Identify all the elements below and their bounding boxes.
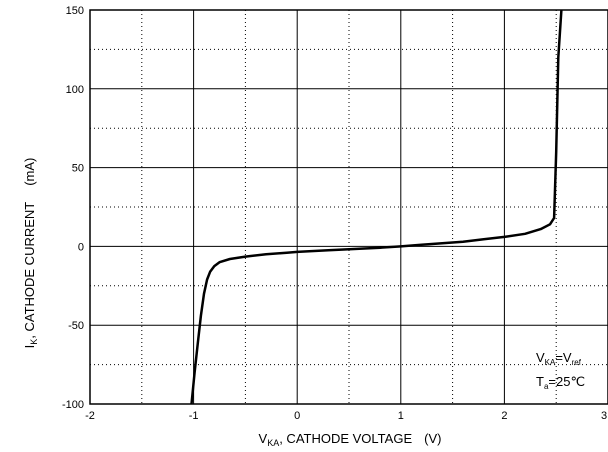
x-axis-label: VKA, CATHODE VOLTAGE (V) (259, 431, 442, 448)
grid (90, 10, 608, 404)
x-tick-label: -2 (85, 410, 95, 422)
y-tick-label: 100 (66, 84, 84, 96)
y-label-rest: , CATHODE CURRENT (22, 202, 37, 339)
plot-border (89, 9, 608, 405)
x-tick-label: 2 (501, 410, 507, 422)
annotation-temperature: Ta=25℃ (536, 374, 585, 391)
series-line-0 (190, 9, 563, 405)
x-label-rest: , CATHODE VOLTAGE (279, 431, 412, 446)
y-axis-label: IK, CATHODE CURRENT (mA) (22, 158, 39, 349)
y-label-unit: (mA) (22, 158, 37, 186)
y-tick-label: 150 (66, 5, 84, 17)
x-label-unit: (V) (424, 431, 441, 446)
x-label-sub: KA (267, 438, 279, 448)
y-label-prefix: I (22, 345, 37, 349)
x-tick-label: -1 (189, 410, 199, 422)
y-tick-label: 50 (72, 163, 84, 175)
y-label-sub: K (29, 339, 39, 345)
y-tick-label: -100 (62, 399, 84, 411)
x-tick-label: 0 (294, 410, 300, 422)
x-tick-label: 1 (398, 410, 404, 422)
x-label-prefix: V (259, 431, 268, 446)
y-tick-label: 0 (78, 241, 84, 253)
y-tick-label: -50 (68, 320, 84, 332)
series-layer (190, 9, 563, 405)
x-tick-label: 3 (601, 410, 607, 422)
annotation-vka-vref: VKA=Vref (536, 350, 582, 367)
tick-labels: -2 -1 0 1 2 3 -100 -50 0 50 100 150 (62, 5, 607, 422)
plot-frame (89, 9, 608, 405)
